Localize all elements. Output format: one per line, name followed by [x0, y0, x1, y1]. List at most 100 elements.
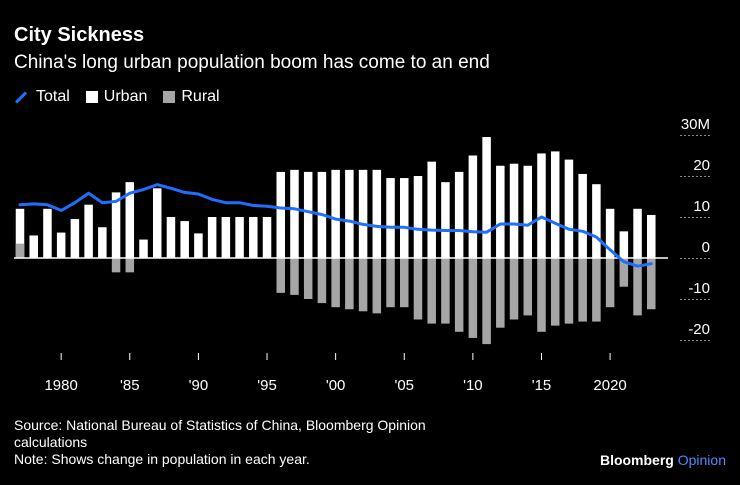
urban-bar — [441, 182, 450, 258]
urban-bar — [482, 137, 491, 258]
x-tick-label: 1980 — [44, 377, 77, 394]
x-tick-label: '00 — [326, 377, 346, 394]
rural-bar — [15, 243, 25, 258]
legend-label-rural: Rural — [181, 88, 220, 105]
rural-bar — [441, 258, 450, 324]
legend-swatch-urban — [85, 91, 98, 103]
urban-bar — [276, 171, 285, 258]
urban-bar — [152, 188, 162, 258]
source-note: Source: National Bureau of Statistics of… — [14, 417, 426, 450]
rural-bar — [633, 258, 642, 316]
y-tick-label: 10 — [693, 198, 710, 215]
urban-bar — [647, 214, 656, 258]
rural-bar — [564, 258, 574, 324]
rural-bar — [537, 258, 546, 332]
urban-bar — [592, 184, 601, 258]
x-tick-label: '05 — [394, 377, 414, 394]
urban-bar — [605, 208, 615, 258]
y-tick-label: -20 — [688, 321, 710, 338]
urban-bar — [400, 178, 409, 258]
urban-bar — [372, 169, 382, 258]
urban-bar — [386, 178, 395, 258]
legend-label-urban: Urban — [103, 88, 148, 105]
rural-bar — [592, 258, 601, 322]
urban-bar — [550, 151, 560, 258]
rural-bar — [276, 258, 285, 293]
urban-bar — [70, 219, 80, 258]
rural-bar — [605, 258, 615, 308]
urban-bar — [290, 169, 299, 258]
rural-bar — [345, 258, 354, 310]
brand-suffix: Opinion — [677, 452, 726, 468]
x-tick-label: '15 — [532, 377, 552, 394]
urban-bar — [56, 232, 66, 258]
urban-bar — [619, 231, 629, 258]
rural-bar — [400, 258, 409, 308]
urban-bar — [84, 204, 93, 258]
rural-bar — [647, 258, 656, 310]
urban-bar — [537, 153, 546, 258]
x-tick-label: '90 — [189, 377, 209, 394]
rural-bar — [509, 258, 519, 320]
urban-bar — [496, 165, 505, 258]
rural-bar — [496, 258, 505, 328]
urban-bar — [207, 217, 217, 258]
urban-bar — [98, 227, 107, 258]
x-tick-label: '10 — [463, 377, 483, 394]
chart-title: City Sickness — [14, 24, 145, 46]
rural-bar — [468, 258, 478, 338]
y-tick-label: 30M — [681, 116, 710, 133]
legend: Total Urban Rural — [14, 88, 236, 106]
rural-bar — [482, 258, 491, 345]
urban-bar — [523, 165, 533, 258]
legend-item-urban: Urban — [85, 88, 148, 106]
rural-bar — [619, 258, 629, 287]
rural-bar — [454, 258, 464, 332]
urban-bar — [413, 176, 423, 258]
rural-bar — [125, 258, 135, 273]
rural-bar — [290, 258, 299, 295]
x-tick-label: '85 — [120, 377, 140, 394]
y-tick-label: 20 — [693, 157, 710, 174]
brand-name: Bloomberg — [599, 452, 674, 468]
urban-bar — [111, 192, 121, 258]
legend-item-total: Total — [14, 88, 70, 106]
rural-bar — [413, 258, 423, 320]
legend-label-total: Total — [36, 88, 70, 105]
urban-bar — [331, 169, 340, 258]
footnote: Note: Shows change in population in each… — [14, 451, 310, 467]
urban-bar — [125, 182, 135, 258]
total-line — [18, 183, 653, 268]
rural-bar — [550, 258, 560, 326]
x-tick-label: '95 — [257, 377, 277, 394]
urban-bar — [29, 235, 38, 258]
urban-bar — [578, 173, 587, 258]
y-tick-label: -10 — [688, 280, 710, 297]
urban-bar — [15, 208, 25, 258]
urban-bar — [509, 163, 519, 258]
urban-bar — [564, 159, 574, 258]
urban-bar — [43, 208, 52, 258]
rural-bar — [427, 258, 436, 324]
urban-bar — [249, 217, 258, 258]
legend-swatch-rural — [163, 91, 176, 103]
urban-bar — [427, 161, 436, 258]
urban-bar — [468, 155, 478, 258]
urban-bar — [454, 171, 464, 258]
legend-item-rural: Rural — [163, 88, 220, 106]
urban-bar — [166, 217, 176, 258]
y-tick-label: 0 — [702, 239, 710, 256]
urban-bar — [221, 217, 231, 258]
rural-bar — [317, 258, 327, 304]
chart-subtitle: China's long urban population boom has c… — [14, 52, 490, 73]
rural-bar — [386, 258, 395, 308]
rural-bar — [358, 258, 368, 312]
urban-bar — [139, 239, 148, 258]
brand-logo: Bloomberg Opinion — [600, 452, 726, 468]
x-tick-label: 2020 — [593, 377, 626, 394]
urban-bar — [303, 171, 313, 258]
rural-bar — [523, 258, 533, 316]
rural-bar — [331, 258, 340, 308]
urban-bar — [194, 233, 203, 258]
